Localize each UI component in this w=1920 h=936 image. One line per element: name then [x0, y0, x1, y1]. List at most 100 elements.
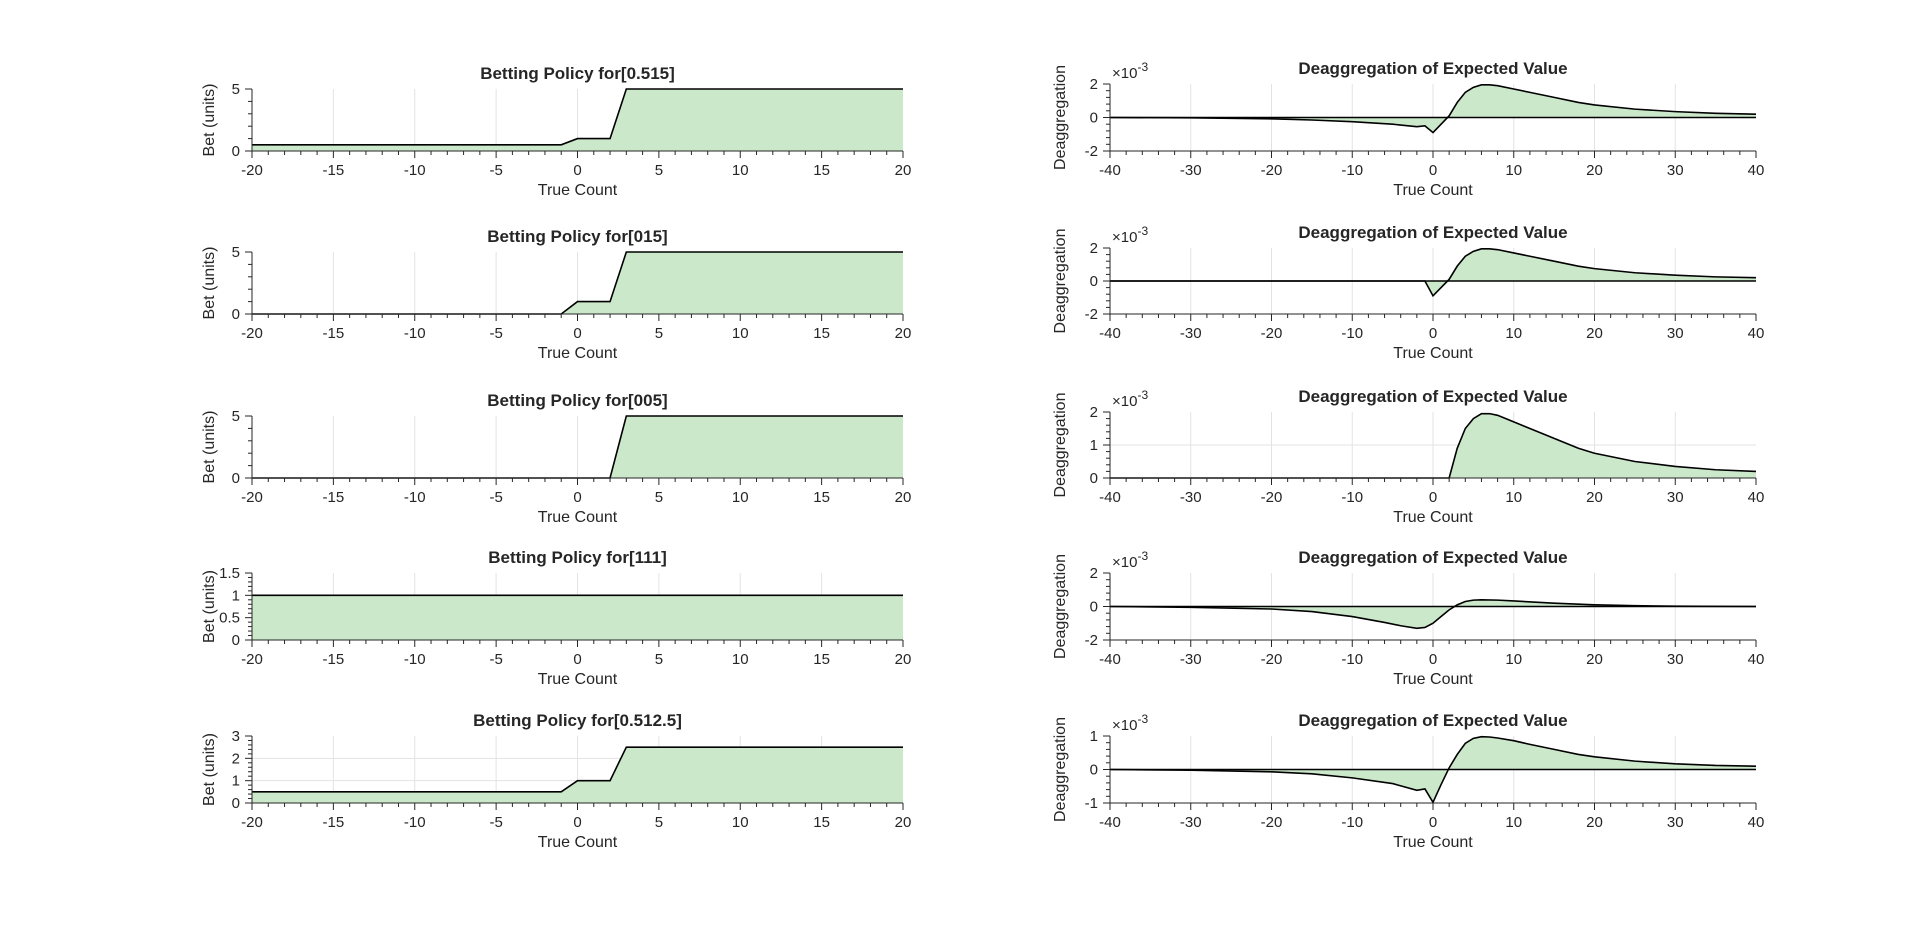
y-tick-label: 2 — [232, 750, 240, 767]
x-tick-label: -20 — [1261, 489, 1283, 506]
x-tick-label: -5 — [489, 489, 502, 506]
x-tick-label: -5 — [489, 162, 502, 179]
x-tick-label: -20 — [1261, 162, 1283, 179]
y-tick-label: 0.5 — [219, 610, 240, 627]
x-tick-label: 30 — [1667, 489, 1684, 506]
y-tick-label: 0 — [232, 143, 240, 160]
series-area — [252, 416, 903, 478]
y-tick-label: 5 — [232, 408, 240, 425]
chart-title: Deaggregation of Expected Value — [1298, 59, 1567, 78]
axis-exponent: ×10-3 — [1112, 224, 1148, 246]
x-tick-label: 20 — [1586, 489, 1603, 506]
series-line — [1109, 598, 1757, 630]
x-tick-label: 40 — [1748, 325, 1765, 342]
chart-panel: -40 -30 -20 -10 0 10 20 30 40 0 1 2 Deaggregation of… — [1052, 387, 1764, 526]
y-tick-label: 0 — [1090, 273, 1098, 290]
x-tick-label: -40 — [1099, 814, 1121, 831]
chart-panel: -20 -15 -10 -5 0 5 10 15 20 0 5 Betting Policy for[… — [201, 64, 911, 199]
x-tick-label: 10 — [1505, 814, 1522, 831]
series-area — [252, 252, 903, 314]
axis-exponent: ×10-3 — [1112, 388, 1148, 410]
axis-exponent: ×10-3 — [1112, 60, 1148, 82]
x-tick-label: 10 — [1505, 489, 1522, 506]
y-tick-label: -1 — [1085, 795, 1098, 812]
x-tick-label: -10 — [1341, 814, 1363, 831]
y-tick-label: -2 — [1085, 306, 1098, 323]
y-axis-label: Bet (units) — [201, 570, 218, 643]
y-tick-label: 1 — [232, 773, 240, 790]
x-tick-label: 20 — [1586, 162, 1603, 179]
y-axis-label: Bet (units) — [201, 733, 218, 806]
x-tick-label: 20 — [895, 162, 912, 179]
series-line — [1110, 412, 1757, 479]
x-tick-label: 0 — [1429, 651, 1437, 668]
x-tick-label: 30 — [1667, 814, 1684, 831]
x-tick-label: -30 — [1180, 489, 1202, 506]
x-tick-label: -10 — [1341, 325, 1363, 342]
y-tick-label: 0 — [1090, 762, 1098, 779]
x-tick-label: 40 — [1748, 651, 1765, 668]
x-tick-label: -10 — [1341, 162, 1363, 179]
chart-panel: -20 -15 -10 -5 0 5 10 15 20 0 5 Betting Policy for[… — [201, 391, 911, 526]
y-axis-label: Bet (units) — [201, 84, 218, 157]
x-tick-label: -10 — [404, 162, 426, 179]
y-tick-label: 5 — [232, 244, 240, 261]
x-tick-label: 15 — [813, 489, 830, 506]
y-tick-label: 0 — [232, 306, 240, 323]
x-tick-label: -5 — [489, 651, 502, 668]
x-tick-label: -10 — [404, 489, 426, 506]
x-axis-label: True Count — [538, 345, 618, 362]
x-tick-label: -20 — [241, 814, 263, 831]
y-tick-label: 0 — [1090, 110, 1098, 127]
x-tick-label: 15 — [813, 325, 830, 342]
y-tick-label: 1 — [232, 587, 240, 604]
x-tick-label: -15 — [323, 325, 345, 342]
chart-title: Deaggregation of Expected Value — [1298, 223, 1567, 242]
x-tick-label: 0 — [1429, 162, 1437, 179]
chart-title: Betting Policy for[0.512.5] — [473, 711, 682, 730]
x-tick-label: 10 — [732, 489, 749, 506]
x-axis-label: True Count — [1393, 671, 1473, 688]
axis-exponent: ×10-3 — [1112, 549, 1148, 571]
y-axis-label: Deaggregation — [1052, 229, 1069, 334]
x-axis-label: True Count — [1393, 345, 1473, 362]
x-axis-label: True Count — [538, 509, 618, 526]
chart-title: Betting Policy for[0.515] — [480, 64, 675, 83]
x-tick-label: -30 — [1180, 162, 1202, 179]
y-tick-label: -2 — [1085, 143, 1098, 160]
x-tick-label: -40 — [1099, 325, 1121, 342]
x-tick-label: 15 — [813, 814, 830, 831]
series-area — [1110, 413, 1756, 478]
x-tick-label: -15 — [323, 162, 345, 179]
x-tick-label: 20 — [895, 814, 912, 831]
y-tick-label: 0 — [232, 632, 240, 649]
x-tick-label: -10 — [1341, 651, 1363, 668]
x-tick-label: 30 — [1667, 325, 1684, 342]
x-tick-label: 0 — [573, 814, 581, 831]
x-tick-label: -20 — [241, 162, 263, 179]
y-axis-label: Bet (units) — [201, 411, 218, 484]
x-axis-label: True Count — [538, 834, 618, 851]
x-tick-label: 30 — [1667, 162, 1684, 179]
y-tick-label: -2 — [1085, 632, 1098, 649]
x-tick-label: -30 — [1180, 814, 1202, 831]
axis-exponent: ×10-3 — [1112, 712, 1148, 734]
x-tick-label: 5 — [655, 651, 663, 668]
x-tick-label: 20 — [895, 325, 912, 342]
x-tick-label: -20 — [241, 489, 263, 506]
x-tick-label: 20 — [1586, 651, 1603, 668]
y-tick-label: 2 — [1090, 240, 1098, 257]
chart-panel: -20 -15 -10 -5 0 5 10 15 20 0 1 2 3 Betting Policy fo… — [201, 711, 911, 851]
series-area — [252, 595, 903, 640]
chart-title: Betting Policy for[111] — [488, 548, 667, 567]
x-tick-label: 40 — [1748, 489, 1765, 506]
x-tick-label: -20 — [1261, 325, 1283, 342]
chart-title: Deaggregation of Expected Value — [1298, 387, 1567, 406]
x-tick-label: 5 — [655, 162, 663, 179]
series-line — [1109, 84, 1757, 134]
chart-title: Deaggregation of Expected Value — [1298, 548, 1567, 567]
